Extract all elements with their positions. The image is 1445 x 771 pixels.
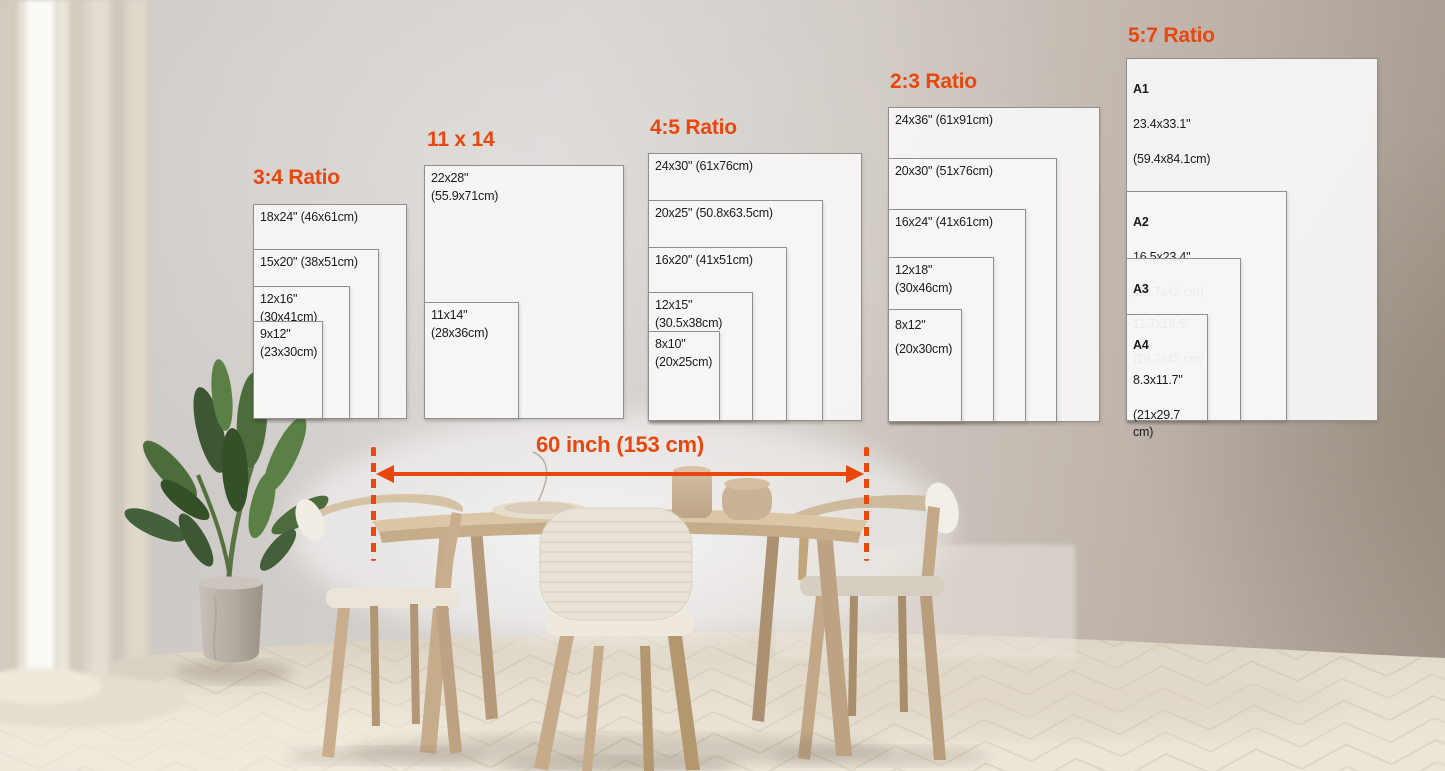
- arrowhead-left-icon: [376, 465, 394, 483]
- ratio-group-11x14: 11 x 14 22x28" (55.9x71cm) 11x14" (28x36…: [424, 128, 624, 419]
- size-inches: 8.3x11.7": [1133, 372, 1183, 387]
- group-title: 2:3 Ratio: [890, 70, 977, 93]
- ratio-group-4-5: 4:5 Ratio 24x30" (61x76cm) 20x25" (50.8x…: [648, 116, 862, 421]
- size-name: A3: [1133, 281, 1149, 296]
- size-label: 8x10" (20x25cm): [655, 337, 713, 369]
- size-rect-22x28: 22x28" (55.9x71cm): [424, 165, 624, 419]
- dimension-annotation: 60 inch (153 cm): [371, 430, 869, 566]
- size-rect-a4: A4 8.3x11.7" (21x29.7 cm): [1126, 314, 1208, 439]
- curtains: [0, 0, 192, 727]
- size-name: A2: [1133, 214, 1149, 229]
- size-label: 12x15" (30.5x38cm): [655, 298, 723, 330]
- chair-center: [498, 507, 738, 771]
- chair-left: [285, 494, 485, 765]
- group-title: 4:5 Ratio: [650, 116, 737, 139]
- size-label: A4 8.3x11.7" (21x29.7 cm): [1127, 315, 1207, 463]
- group-title: 5:7 Ratio: [1128, 24, 1215, 47]
- size-label: 8x12" (20x30cm): [895, 318, 953, 356]
- size-label: 24x36" (61x91cm): [895, 113, 993, 127]
- size-label: 12x16" (30x41cm): [260, 292, 318, 324]
- size-label: 16x20" (41x51cm): [655, 253, 753, 267]
- size-label: 9x12" (23x30cm): [260, 327, 318, 359]
- size-inches: 23.4x33.1": [1133, 116, 1191, 131]
- size-label: 11x14" (28x36cm): [431, 308, 489, 340]
- dimension-dashed-line-right-icon: [864, 447, 869, 561]
- size-cm: (21x29.7 cm): [1133, 407, 1181, 440]
- arrowhead-right-icon: [846, 465, 864, 483]
- group-title: 11 x 14: [427, 128, 495, 151]
- plant-pot: [199, 576, 263, 663]
- chair-back-ribs: [540, 521, 692, 613]
- size-label: 22x28" (55.9x71cm): [431, 171, 499, 203]
- size-name: A4: [1133, 337, 1149, 352]
- size-label: 24x30" (61x76cm): [655, 159, 753, 173]
- group-title: 3:4 Ratio: [253, 166, 340, 189]
- size-label: 15x20" (38x51cm): [260, 255, 358, 269]
- size-label: 16x24" (41x61cm): [895, 215, 993, 229]
- size-label: 20x25" (50.8x63.5cm): [655, 206, 773, 220]
- table-decor: [492, 451, 772, 520]
- ratio-group-2-3: 2:3 Ratio 24x36" (61x91cm) 20x30" (51x76…: [888, 70, 1100, 422]
- size-rect-11x14: 11x14" (28x36cm): [424, 302, 519, 419]
- double-arrow-icon: [376, 465, 864, 483]
- size-rect-9x12: 9x12" (23x30cm): [253, 321, 323, 419]
- size-label: 20x30" (51x76cm): [895, 164, 993, 178]
- ratio-group-5-7: 5:7 Ratio A1 23.4x33.1" (59.4x84.1cm) A2…: [1126, 24, 1378, 439]
- size-rect-8x12: 8x12" (20x30cm): [888, 309, 962, 422]
- dimension-label: 60 inch (153 cm): [536, 432, 704, 457]
- size-label: 18x24" (46x61cm): [260, 210, 358, 224]
- arrow-line: [394, 472, 846, 476]
- size-name: A1: [1133, 81, 1149, 96]
- size-rect-8x10: 8x10" (20x25cm): [648, 331, 720, 421]
- dining-table: [348, 451, 892, 766]
- ratio-group-3-4: 3:4 Ratio 18x24" (46x61cm) 15x20" (38x51…: [253, 166, 407, 419]
- size-cm: (59.4x84.1cm): [1133, 151, 1211, 166]
- dimension-dashed-line-left-icon: [371, 447, 376, 561]
- size-label: A1 23.4x33.1" (59.4x84.1cm): [1127, 59, 1377, 190]
- size-label: 12x18" (30x46cm): [895, 263, 953, 295]
